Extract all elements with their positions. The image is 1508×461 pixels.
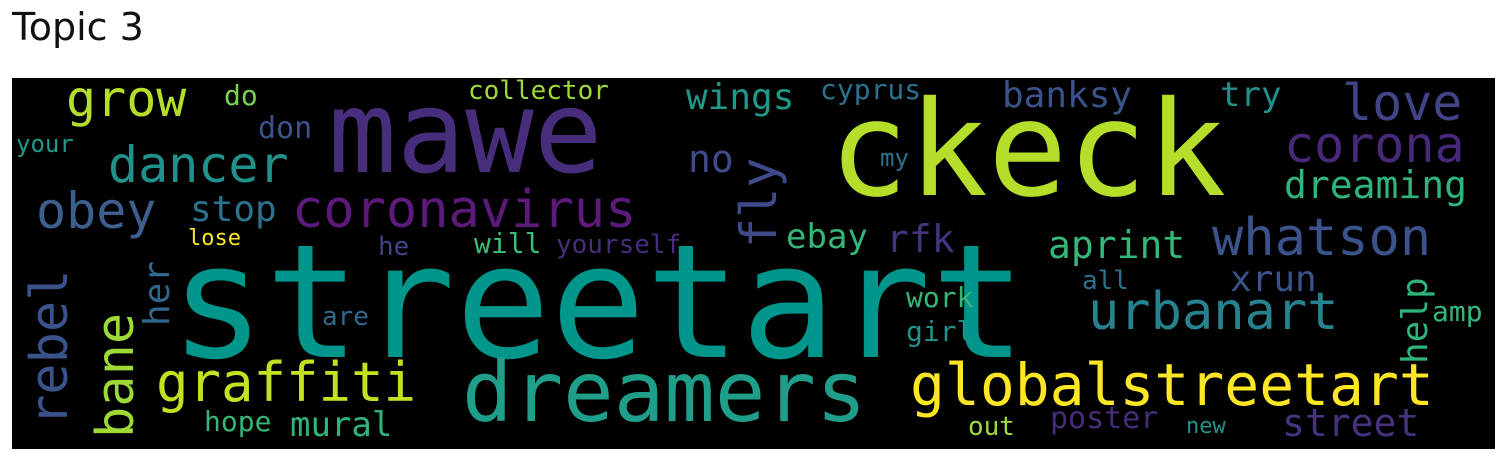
word-bane: bane bbox=[86, 312, 146, 438]
word-street: street bbox=[1282, 401, 1420, 445]
word-wings: wings bbox=[686, 78, 795, 118]
word-mural: mural bbox=[290, 405, 393, 445]
word-amp: amp bbox=[1432, 295, 1483, 328]
word-poster: poster bbox=[1050, 401, 1159, 436]
word-ckeck: ckeck bbox=[829, 78, 1227, 227]
word-dancer: dancer bbox=[108, 136, 289, 194]
word-mawe: mawe bbox=[328, 78, 603, 199]
word-rebel: rebel bbox=[20, 269, 80, 426]
word-urbanart: urbanart bbox=[1088, 282, 1339, 342]
word-try: try bbox=[1220, 78, 1282, 115]
word-her: her bbox=[137, 260, 178, 326]
word-love: love bbox=[1342, 78, 1463, 132]
word-dreamers: dreamers bbox=[462, 343, 867, 441]
word-work: work bbox=[906, 281, 974, 314]
word-yourself: yourself bbox=[556, 230, 682, 260]
word-cloud: streetart ckeck mawe dreamers globalstre… bbox=[12, 78, 1495, 449]
word-ebay: ebay bbox=[786, 217, 868, 257]
word-don: don bbox=[258, 111, 313, 146]
word-grow: grow bbox=[66, 78, 187, 128]
word-rfk: rfk bbox=[886, 217, 955, 261]
word-out: out bbox=[968, 412, 1015, 442]
word-help: help bbox=[1395, 277, 1436, 364]
word-obey: obey bbox=[36, 182, 157, 240]
word-cyprus: cyprus bbox=[820, 78, 922, 106]
word-stop: stop bbox=[190, 189, 277, 230]
word-xrun: xrun bbox=[1230, 259, 1317, 300]
word-globalstreetart: globalstreetart bbox=[910, 351, 1434, 419]
word-fly: fly bbox=[730, 157, 788, 248]
word-my: my bbox=[880, 144, 909, 172]
word-girl: girl bbox=[906, 315, 974, 348]
page-title: Topic 3 bbox=[12, 5, 144, 49]
word-streetart: streetart bbox=[170, 211, 1027, 395]
word-graffiti: graffiti bbox=[156, 351, 417, 414]
word-whatson: whatson bbox=[1212, 208, 1432, 268]
word-collector: collector bbox=[468, 78, 609, 106]
word-hope: hope bbox=[204, 405, 272, 438]
word-your: your bbox=[16, 130, 74, 158]
word-no: no bbox=[688, 137, 734, 181]
word-he: he bbox=[378, 232, 410, 262]
word-new: new bbox=[1186, 414, 1226, 439]
word-will: will bbox=[474, 227, 542, 260]
word-corona: corona bbox=[1284, 116, 1465, 174]
word-do: do bbox=[224, 79, 258, 112]
word-all: all bbox=[1082, 266, 1129, 296]
word-dreaming: dreaming bbox=[1284, 163, 1468, 207]
word-coronavirus: coronavirus bbox=[292, 180, 637, 240]
word-banksy: banksy bbox=[1002, 78, 1133, 116]
word-are: are bbox=[322, 302, 369, 332]
word-lose: lose bbox=[188, 226, 241, 251]
word-aprint: aprint bbox=[1048, 223, 1186, 267]
